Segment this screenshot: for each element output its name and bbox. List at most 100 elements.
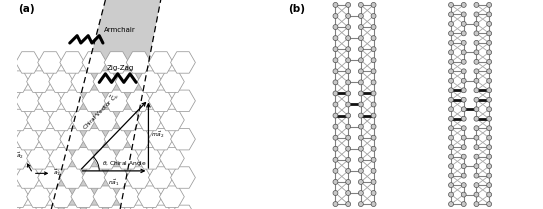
Circle shape (487, 183, 491, 187)
Polygon shape (127, 128, 151, 150)
Polygon shape (104, 128, 129, 150)
Circle shape (333, 202, 338, 206)
Circle shape (333, 69, 338, 74)
Circle shape (333, 102, 338, 107)
Circle shape (461, 69, 466, 74)
Text: Armchair: Armchair (104, 27, 136, 33)
Circle shape (358, 202, 363, 206)
Circle shape (474, 145, 479, 150)
Circle shape (461, 116, 466, 121)
Polygon shape (171, 52, 195, 73)
Circle shape (461, 97, 466, 102)
Circle shape (449, 59, 453, 64)
Circle shape (474, 107, 479, 112)
Polygon shape (171, 128, 195, 150)
Circle shape (461, 50, 466, 55)
Polygon shape (0, 186, 7, 208)
Circle shape (346, 102, 351, 107)
Circle shape (449, 145, 453, 150)
Circle shape (333, 191, 338, 195)
Polygon shape (27, 109, 52, 131)
Circle shape (449, 173, 453, 178)
Polygon shape (27, 148, 52, 169)
Polygon shape (0, 52, 18, 73)
Circle shape (449, 50, 453, 55)
Circle shape (333, 124, 338, 129)
Circle shape (487, 78, 491, 83)
Circle shape (474, 22, 479, 26)
Polygon shape (160, 186, 184, 208)
Circle shape (358, 168, 363, 173)
Circle shape (474, 126, 479, 131)
Circle shape (487, 22, 491, 26)
Circle shape (358, 102, 363, 107)
Circle shape (474, 135, 479, 140)
Circle shape (461, 135, 466, 140)
Circle shape (474, 202, 479, 206)
Circle shape (333, 36, 338, 41)
Polygon shape (148, 205, 173, 209)
Circle shape (346, 146, 351, 151)
Polygon shape (0, 109, 7, 131)
Circle shape (346, 135, 351, 140)
Circle shape (487, 135, 491, 140)
Circle shape (461, 154, 466, 159)
Polygon shape (148, 90, 173, 112)
Polygon shape (148, 167, 173, 188)
Circle shape (461, 107, 466, 112)
Circle shape (474, 88, 479, 93)
Circle shape (449, 192, 453, 197)
Polygon shape (104, 52, 129, 73)
Text: $\vec{a}_1$: $\vec{a}_1$ (53, 168, 60, 178)
Circle shape (449, 202, 453, 206)
Circle shape (346, 36, 351, 41)
Circle shape (358, 191, 363, 195)
Circle shape (333, 80, 338, 85)
Circle shape (371, 36, 376, 41)
Polygon shape (115, 109, 140, 131)
Circle shape (346, 69, 351, 74)
Polygon shape (160, 109, 184, 131)
Polygon shape (104, 167, 129, 188)
Circle shape (487, 3, 491, 7)
Circle shape (487, 202, 491, 206)
Circle shape (461, 202, 466, 206)
Polygon shape (71, 71, 96, 92)
Circle shape (371, 124, 376, 129)
Circle shape (474, 154, 479, 159)
Circle shape (371, 202, 376, 206)
Circle shape (371, 191, 376, 195)
Circle shape (487, 97, 491, 102)
Polygon shape (93, 109, 118, 131)
Circle shape (346, 14, 351, 18)
Circle shape (371, 14, 376, 18)
Circle shape (358, 69, 363, 74)
Circle shape (474, 59, 479, 64)
Circle shape (461, 12, 466, 17)
Polygon shape (0, 128, 18, 150)
Circle shape (358, 157, 363, 162)
Polygon shape (82, 128, 107, 150)
Circle shape (449, 183, 453, 187)
Circle shape (449, 3, 453, 7)
Polygon shape (82, 52, 107, 73)
Circle shape (371, 113, 376, 118)
Circle shape (487, 12, 491, 17)
Circle shape (333, 157, 338, 162)
Circle shape (371, 3, 376, 7)
Polygon shape (93, 148, 118, 169)
Circle shape (358, 3, 363, 7)
Circle shape (333, 14, 338, 18)
Polygon shape (160, 148, 184, 169)
Polygon shape (0, 90, 18, 112)
Circle shape (371, 91, 376, 96)
Text: (a): (a) (18, 4, 35, 14)
Circle shape (358, 80, 363, 85)
Circle shape (461, 183, 466, 187)
Circle shape (474, 40, 479, 45)
Polygon shape (171, 90, 195, 112)
Circle shape (449, 31, 453, 36)
Circle shape (449, 12, 453, 17)
Polygon shape (82, 205, 107, 209)
Circle shape (346, 58, 351, 63)
